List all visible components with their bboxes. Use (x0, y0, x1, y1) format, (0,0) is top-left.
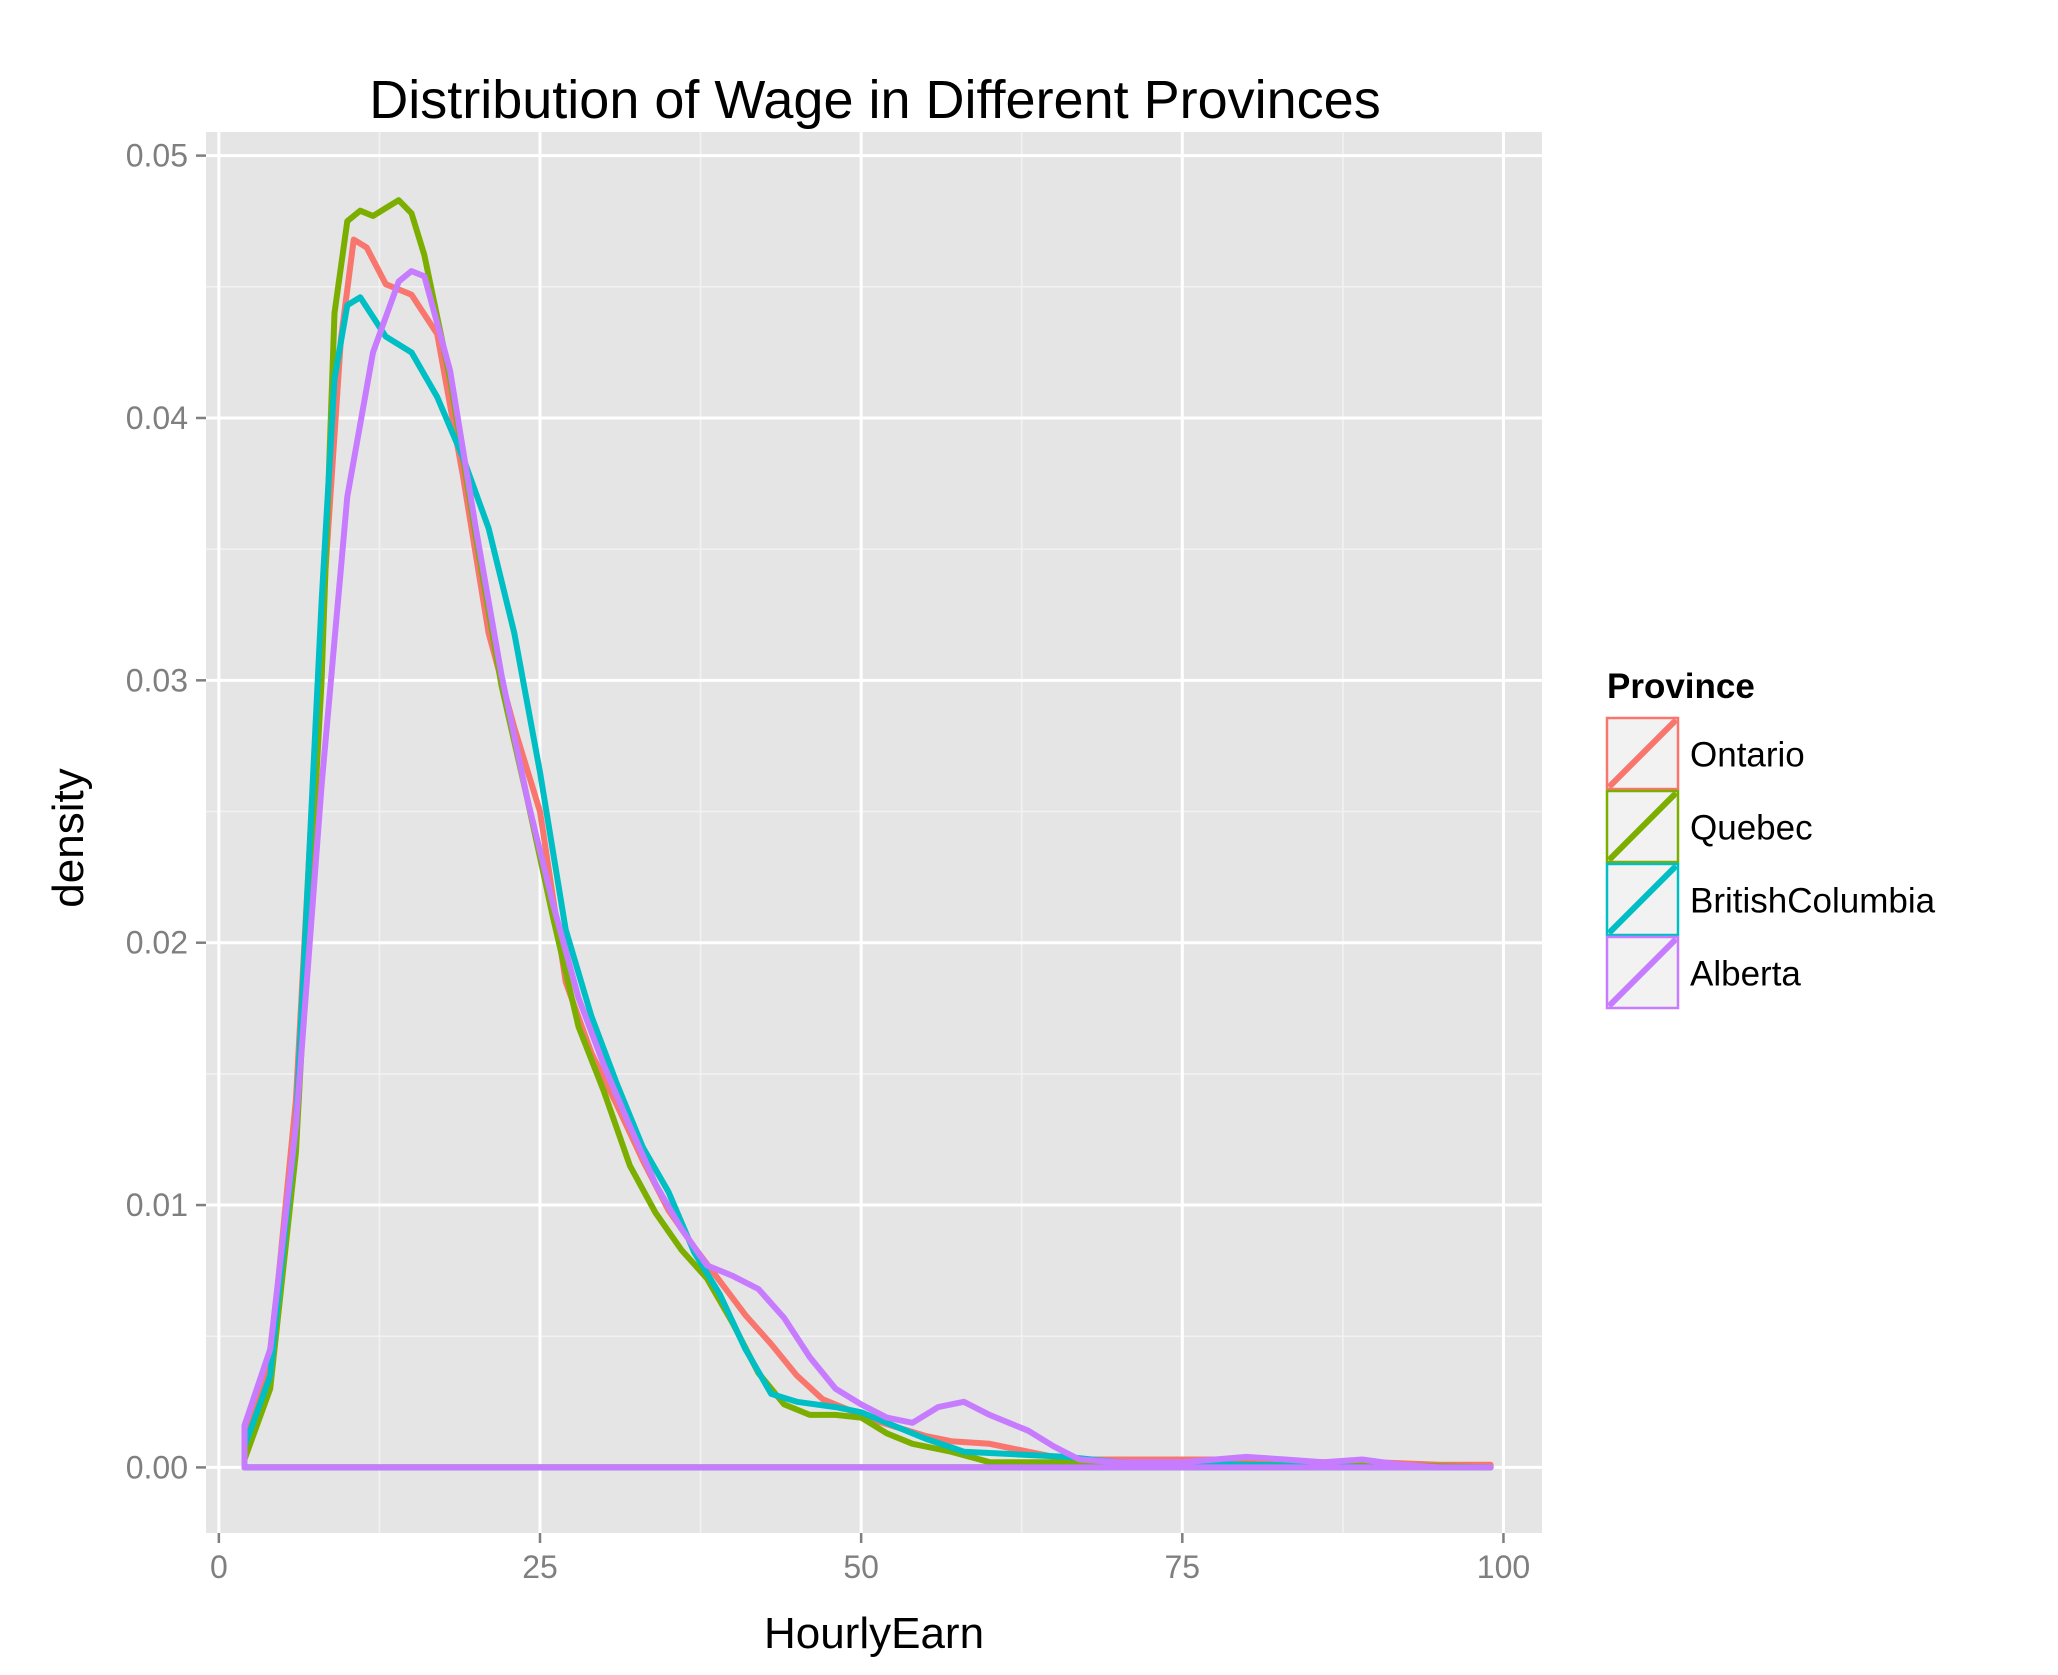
y-tick-label: 0.00 (126, 1449, 188, 1485)
legend-label-ontario: Ontario (1690, 736, 1805, 775)
density-line-quebec (241, 197, 1494, 1471)
chart-title: Distribution of Wage in Different Provin… (369, 70, 1380, 130)
legend-label-quebec: Quebec (1690, 809, 1813, 848)
legend-key-line-ontario (1608, 719, 1677, 788)
y-tick-label: 0.05 (126, 138, 188, 174)
legend-label-britishcolumbia: BritishColumbia (1690, 882, 1936, 921)
y-axis-title: density (44, 768, 93, 907)
y-tick-label: 0.03 (126, 662, 188, 698)
legend: Province Ontario Quebec BritishColumbia Alb… (1605, 667, 1936, 1010)
grid-layer (206, 132, 1542, 1533)
legend-title: Province (1607, 667, 1755, 706)
series-layer (241, 197, 1494, 1471)
x-tick-label: 100 (1477, 1549, 1530, 1585)
legend-key-line-alberta (1608, 938, 1677, 1007)
density-line-alberta (241, 268, 1494, 1471)
axis-layer: 0 25 50 75 100 0.00 0.01 0.02 0.03 0.04 0.05 (126, 138, 1530, 1585)
legend-key-line-quebec (1608, 792, 1677, 861)
y-tick-label: 0.04 (126, 400, 188, 436)
legend-label-alberta: Alberta (1690, 955, 1801, 994)
x-tick-label: 75 (1165, 1549, 1201, 1585)
density-line-britishcolumbia (241, 294, 1494, 1471)
plot-panel (206, 132, 1542, 1533)
x-tick-label: 25 (522, 1549, 558, 1585)
y-tick-label: 0.01 (126, 1187, 188, 1223)
y-tick-label: 0.02 (126, 925, 188, 961)
x-tick-label: 0 (210, 1549, 228, 1585)
x-axis-title: HourlyEarn (764, 1609, 984, 1658)
x-tick-label: 50 (843, 1549, 879, 1585)
legend-key-line-britishcolumbia (1608, 865, 1677, 934)
